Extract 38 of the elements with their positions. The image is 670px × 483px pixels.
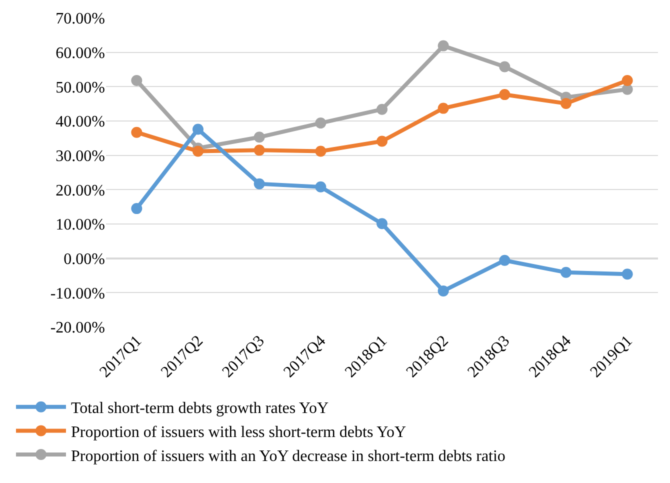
y-tick-label: -20.00% xyxy=(50,320,105,337)
point xyxy=(192,146,204,157)
point xyxy=(438,102,449,114)
point xyxy=(131,74,142,86)
y-tick-label: 0.00% xyxy=(64,250,105,268)
point xyxy=(254,178,265,190)
point xyxy=(131,126,142,138)
y-tick-label: 50.00% xyxy=(56,79,105,96)
point xyxy=(254,144,265,156)
y-tick-label: 30.00% xyxy=(56,148,105,165)
point xyxy=(376,104,388,115)
y-tick-label: 10.00% xyxy=(56,216,105,234)
point xyxy=(560,266,572,278)
point xyxy=(315,146,326,157)
legend-label: Proportion of issuers with an YoY decrease in short-term debts ratio xyxy=(70,448,506,465)
point xyxy=(499,61,510,72)
y-tick-label: 20.00% xyxy=(56,182,105,200)
point xyxy=(376,136,388,147)
legend-label: Proportion of issuers with less short-term debts YoY xyxy=(70,424,407,441)
point xyxy=(254,132,265,143)
point xyxy=(315,181,326,192)
point xyxy=(499,254,510,266)
point xyxy=(376,218,388,230)
point xyxy=(622,74,633,86)
point xyxy=(131,203,142,214)
point xyxy=(438,285,449,296)
y-tick-label: 40.00% xyxy=(56,114,105,131)
y-tick-label: -10.00% xyxy=(50,285,105,302)
legend-label: Total short-term debts growth rates YoY xyxy=(70,400,329,418)
point xyxy=(622,84,633,95)
point xyxy=(438,40,449,52)
point xyxy=(622,268,633,280)
point xyxy=(560,98,572,109)
point xyxy=(315,118,326,129)
y-tick-label: 70.00% xyxy=(56,10,105,28)
y-tick-label: 60.00% xyxy=(56,44,105,62)
point xyxy=(499,89,510,100)
point xyxy=(192,124,204,135)
